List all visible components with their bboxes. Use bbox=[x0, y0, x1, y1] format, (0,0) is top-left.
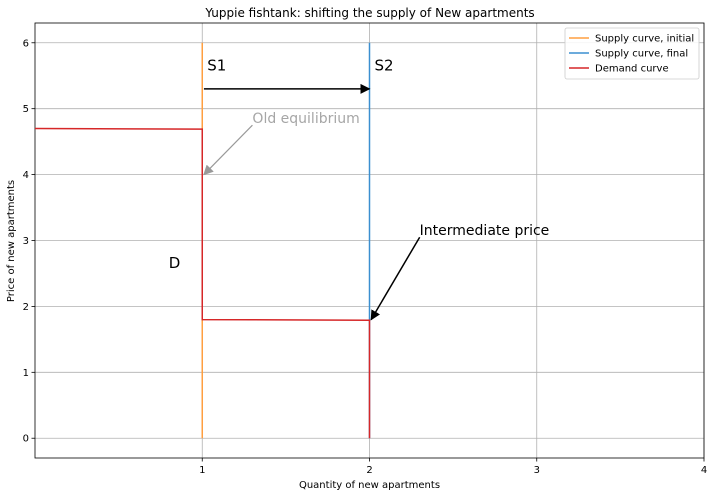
y-tick-label-5: 5 bbox=[23, 104, 29, 115]
x-tick-label-0: 1 bbox=[199, 465, 205, 476]
annotation-arrow-3 bbox=[203, 124, 253, 176]
y-tick-label-6: 6 bbox=[23, 38, 29, 49]
y-tick-label-2: 2 bbox=[23, 302, 29, 313]
legend-label-2: Demand curve bbox=[595, 64, 669, 75]
x-axis-label: Quantity of new apartments bbox=[299, 480, 440, 491]
y-axis-label: Price of new apartments bbox=[6, 180, 17, 302]
legend-label-1: Supply curve, final bbox=[595, 49, 688, 60]
annotation-text-1: S2 bbox=[375, 56, 394, 74]
x-tick-label-1: 2 bbox=[366, 465, 372, 476]
legend-label-0: Supply curve, initial bbox=[595, 34, 694, 45]
y-tick-label-3: 3 bbox=[23, 236, 29, 247]
legend-box bbox=[564, 27, 700, 80]
annotation-text-2: D bbox=[169, 254, 181, 272]
plot-area: 1 2 3 4 0 1 2 3 4 5 6 S1 S2 D Old equilibrium Intermedi… bbox=[23, 22, 707, 476]
annotation-text-4: Intermediate price bbox=[420, 223, 550, 239]
x-tick-label-3: 4 bbox=[701, 465, 707, 476]
legend: Supply curve, initial Supply curve, final… bbox=[564, 27, 700, 80]
y-tick-label-0: 0 bbox=[23, 434, 29, 445]
x-tick-label-2: 3 bbox=[534, 465, 540, 476]
annotation-text-0: S1 bbox=[207, 56, 226, 74]
series-line-2 bbox=[34, 127, 371, 439]
y-tick-label-4: 4 bbox=[23, 170, 29, 181]
annotation-arrow-4 bbox=[370, 236, 421, 321]
y-tick-label-1: 1 bbox=[23, 368, 29, 379]
annotation-text-3: Old equilibrium bbox=[252, 111, 359, 127]
chart-title: Yuppie fishtank: shifting the supply of … bbox=[204, 6, 534, 20]
